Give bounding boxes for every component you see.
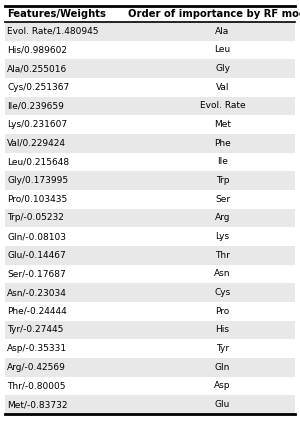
Text: Trp: Trp [216,176,229,185]
Bar [5,265,295,283]
Text: Evol. Rate: Evol. Rate [200,102,245,111]
Text: Order of importance by RF model: Order of importance by RF model [128,9,300,19]
Text: Gly: Gly [215,64,230,73]
Text: Leu: Leu [214,46,231,54]
Bar [5,283,295,302]
Text: Asn/-0.23034: Asn/-0.23034 [7,288,67,297]
Text: Ile/0.239659: Ile/0.239659 [7,102,64,111]
Text: His: His [215,325,230,335]
Text: Val/0.229424: Val/0.229424 [7,139,66,148]
Bar [5,208,295,227]
Text: Ser/-0.17687: Ser/-0.17687 [7,270,66,279]
Text: Lys: Lys [215,232,230,241]
Text: Glu/-0.14467: Glu/-0.14467 [7,251,66,260]
Bar [5,190,295,208]
Text: Gln/-0.08103: Gln/-0.08103 [7,232,66,241]
Text: Phe: Phe [214,139,231,148]
Text: Cys/0.251367: Cys/0.251367 [7,83,69,92]
Bar [5,377,295,395]
Bar [5,60,295,78]
Bar [5,41,295,60]
Text: Asp: Asp [214,381,231,390]
Text: Cys: Cys [214,288,231,297]
Text: Ile: Ile [217,157,228,167]
Bar [5,115,295,134]
Bar [5,246,295,265]
Text: Arg: Arg [215,214,230,222]
Text: Gln: Gln [215,363,230,372]
Text: Ala/0.255016: Ala/0.255016 [7,64,67,73]
Bar [5,22,295,41]
Text: Evol. Rate/1.480945: Evol. Rate/1.480945 [7,27,98,36]
Bar [5,134,295,153]
Bar [5,358,295,377]
Text: Thr: Thr [215,251,230,260]
Text: Pro: Pro [215,307,230,316]
Text: Pro/0.103435: Pro/0.103435 [7,195,67,204]
Text: Ala: Ala [215,27,230,36]
Text: Trp/-0.05232: Trp/-0.05232 [7,214,64,222]
Text: Tyr: Tyr [216,344,229,353]
Bar [5,302,295,321]
Text: Asn: Asn [214,270,231,279]
Bar [5,171,295,190]
Text: Val: Val [216,83,229,92]
Text: His/0.989602: His/0.989602 [7,46,67,54]
Text: Thr/-0.80005: Thr/-0.80005 [7,381,65,390]
Bar [5,339,295,358]
Text: Gly/0.173995: Gly/0.173995 [7,176,68,185]
Bar [5,227,295,246]
Text: Asp/-0.35331: Asp/-0.35331 [7,344,67,353]
Text: Tyr/-0.27445: Tyr/-0.27445 [7,325,63,335]
Text: Glu: Glu [215,400,230,409]
Text: Features/Weights: Features/Weights [7,9,106,19]
Text: Phe/-0.24444: Phe/-0.24444 [7,307,67,316]
Bar [5,395,295,414]
Text: Met: Met [214,120,231,129]
Bar [5,78,295,97]
Text: Met/-0.83732: Met/-0.83732 [7,400,68,409]
Bar [5,97,295,115]
Text: Leu/0.215648: Leu/0.215648 [7,157,69,167]
Bar [5,321,295,339]
Text: Ser: Ser [215,195,230,204]
Text: Lys/0.231607: Lys/0.231607 [7,120,67,129]
Text: Arg/-0.42569: Arg/-0.42569 [7,363,66,372]
Bar [5,153,295,171]
